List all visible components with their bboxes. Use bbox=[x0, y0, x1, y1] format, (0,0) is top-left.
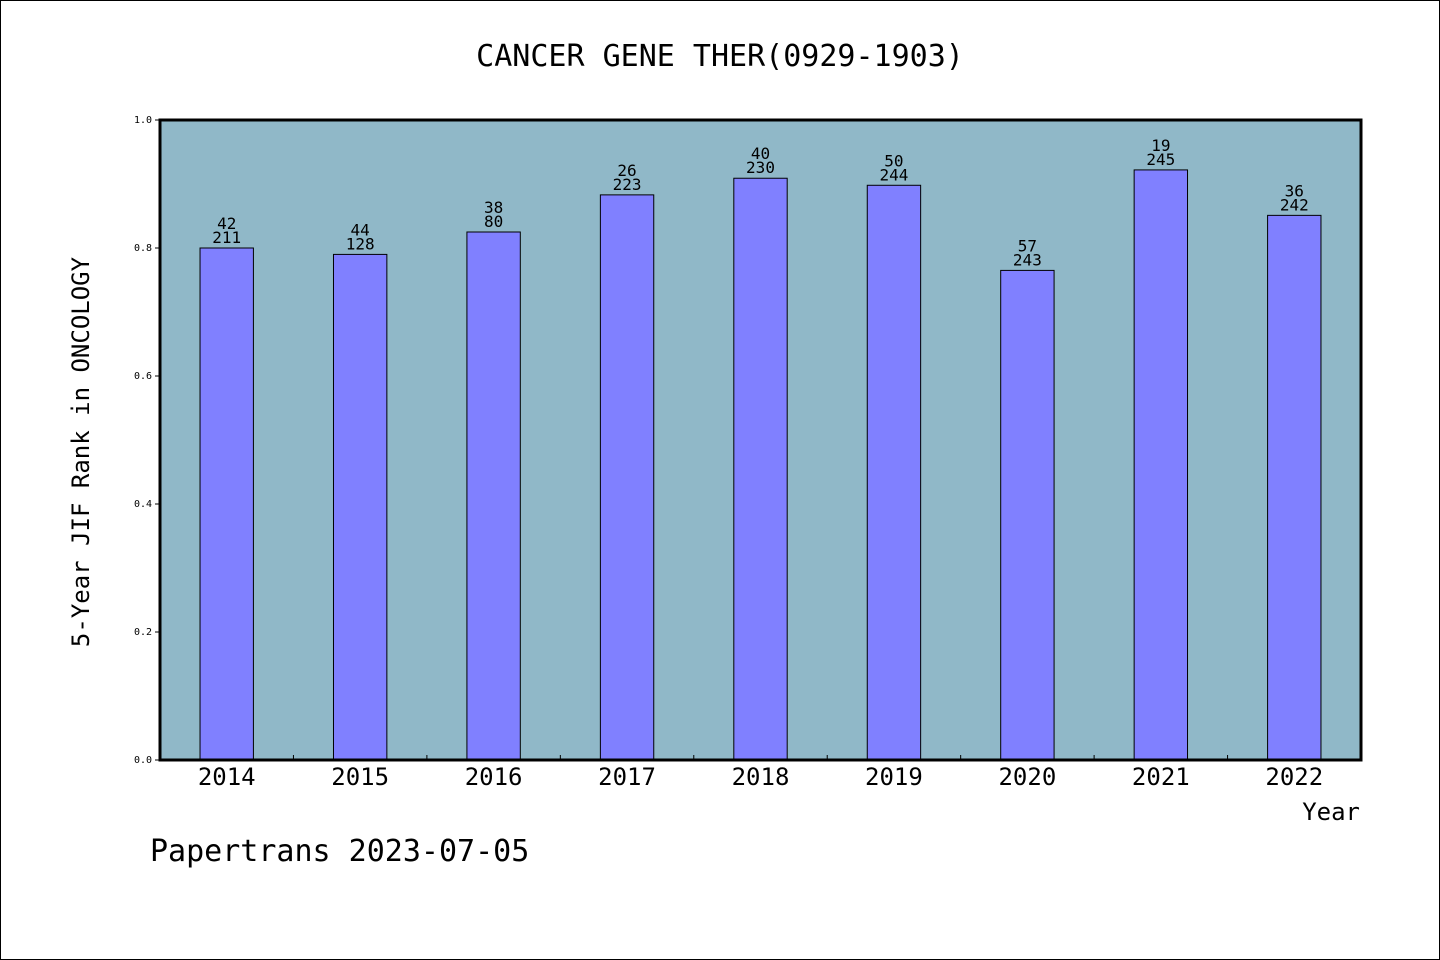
x-tick-label: 2016 bbox=[465, 763, 523, 791]
bar-total-label: 80 bbox=[484, 212, 503, 231]
bar-total-label: 244 bbox=[879, 165, 908, 184]
x-tick-label: 2021 bbox=[1132, 763, 1190, 791]
bar bbox=[866, 184, 922, 761]
bar-rank-label: 50 bbox=[884, 151, 903, 170]
chart-title: CANCER GENE THER(0929-1903) bbox=[476, 39, 964, 74]
bar bbox=[599, 194, 655, 761]
bar bbox=[733, 177, 788, 761]
bar-rank-label: 26 bbox=[617, 161, 636, 180]
bar bbox=[1133, 169, 1189, 761]
footer-text: Papertrans 2023-07-05 bbox=[150, 834, 530, 869]
y-axis-label: 5-Year JIF Rank in ONCOLOGY bbox=[67, 256, 95, 647]
bar bbox=[199, 247, 254, 761]
bar-rank-label: 36 bbox=[1285, 181, 1304, 200]
bar-rank-label: 57 bbox=[1018, 236, 1037, 255]
x-axis-label: Year bbox=[1302, 798, 1360, 826]
bar bbox=[1267, 214, 1322, 761]
bar-rank-label: 44 bbox=[351, 220, 370, 239]
bar-rank-label: 42 bbox=[217, 214, 236, 233]
x-axis: 2014 2015 2016 2017 2018 2019 2020 2021 2022 bbox=[198, 755, 1323, 791]
plot-border bbox=[158, 118, 1363, 762]
x-tick-label: 2014 bbox=[198, 763, 256, 791]
x-tick-label: 2022 bbox=[1265, 763, 1323, 791]
y-tick-label: 0.2 bbox=[134, 627, 152, 638]
bar-total-label: 242 bbox=[1280, 195, 1309, 214]
x-tick-label: 2019 bbox=[865, 763, 923, 791]
bar bbox=[1000, 269, 1055, 761]
bar-total-label: 211 bbox=[212, 228, 241, 247]
bar-total-label: 223 bbox=[613, 175, 642, 194]
x-tick-label: 2020 bbox=[998, 763, 1056, 791]
bar-rank-label: 19 bbox=[1151, 136, 1170, 155]
x-tick-label: 2015 bbox=[331, 763, 389, 791]
bar bbox=[332, 253, 388, 761]
bar-total-label: 245 bbox=[1146, 150, 1175, 169]
bar bbox=[466, 231, 521, 761]
bar-total-label: 243 bbox=[1013, 250, 1042, 269]
y-tick-label: 0.4 bbox=[134, 499, 152, 510]
bar-rank-label: 38 bbox=[484, 198, 503, 217]
bar-total-label: 128 bbox=[346, 234, 375, 253]
y-tick-label: 0.6 bbox=[134, 371, 152, 382]
y-axis: 0.0 0.2 0.4 0.6 0.8 1.0 bbox=[134, 115, 160, 766]
y-tick-label: 0.8 bbox=[134, 243, 152, 254]
y-tick-label: 1.0 bbox=[134, 115, 152, 126]
x-tick-label: 2017 bbox=[598, 763, 656, 791]
x-tick-label: 2018 bbox=[732, 763, 790, 791]
bar-total-label: 230 bbox=[746, 158, 775, 177]
y-tick-label: 0.0 bbox=[134, 755, 152, 766]
bar-rank-label: 40 bbox=[751, 144, 770, 163]
